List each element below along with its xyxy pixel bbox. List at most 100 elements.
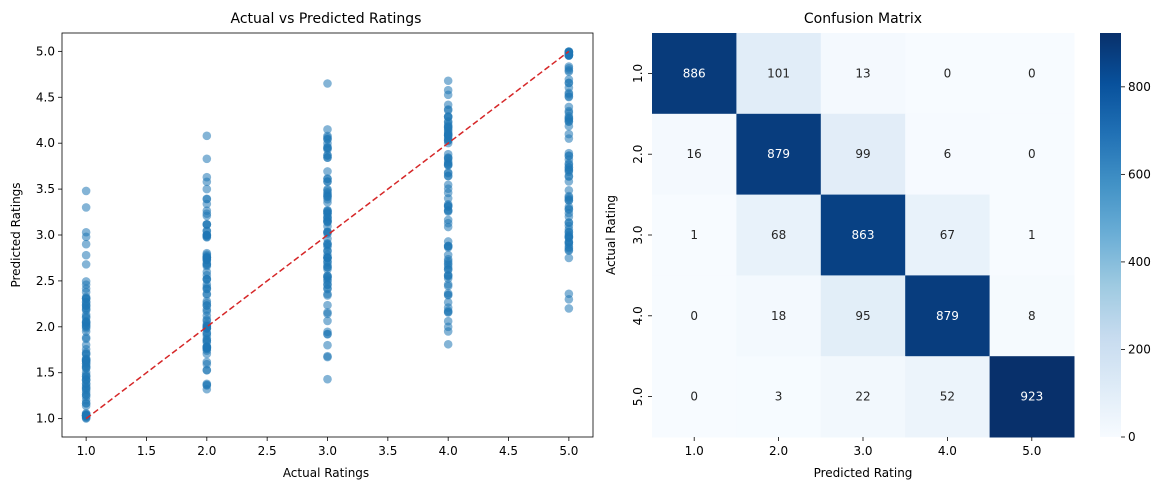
scatter-point [202, 301, 212, 310]
scatter-point [323, 188, 332, 197]
scatter-point [202, 284, 212, 294]
reference-line [85, 50, 570, 420]
scatter-point [202, 209, 212, 218]
scatter-panel: Actual vs Predicted Ratings 1.0 1.5 2.0 2.5… [9, 11, 594, 480]
scatter-point [564, 185, 574, 195]
scatter-point [81, 348, 91, 357]
heatmap-xtick-label: 5.0 [1022, 444, 1041, 458]
heatmap-ticks: 1.0 2.0 3.0 4.0 5.0 1.0 2.0 3.0 4.0 5.0 [631, 64, 1041, 458]
scatter-point [323, 340, 332, 350]
scatter-point [564, 194, 574, 204]
scatter-point [81, 260, 91, 269]
scatter-point [323, 374, 332, 384]
heatmap-ytick-label: 4.0 [631, 306, 645, 325]
colorbar-tick-label: 600 [1128, 167, 1151, 181]
colorbar-ticks: 0 200 400 600 800 [1121, 80, 1151, 444]
scatter-point [443, 159, 453, 168]
scatter-point [564, 92, 574, 102]
scatter-xtick-label: 2.5 [258, 444, 277, 458]
heatmap-cell-value: 13 [855, 66, 870, 80]
heatmap-cell [820, 275, 906, 357]
scatter-point [564, 162, 574, 172]
heatmap-cell [652, 33, 737, 115]
scatter-xtick-label: 3.5 [378, 444, 397, 458]
scatter-point [564, 108, 574, 117]
heatmap-cell [820, 356, 906, 438]
scatter-point [323, 264, 332, 274]
heatmap-cell [736, 356, 822, 438]
scatter-point [443, 180, 453, 190]
heatmap-cell [905, 33, 991, 115]
heatmap-ytick-label: 3.0 [631, 225, 645, 244]
scatter-point [443, 339, 453, 349]
scatter-point [564, 83, 574, 93]
scatter-point [564, 221, 574, 231]
scatter-point [202, 328, 212, 338]
heatmap-cell-value: 22 [855, 390, 870, 404]
scatter-point [81, 396, 91, 405]
colorbar-tick-label: 200 [1128, 342, 1151, 356]
scatter-ytick-label: 2.0 [36, 320, 55, 334]
colorbar-gradient [1100, 33, 1121, 437]
heatmap-cell [905, 113, 991, 196]
heatmap-cell [820, 33, 906, 115]
scatter-ytick-label: 1.5 [36, 366, 55, 380]
scatter-point [202, 184, 212, 194]
scatter-point [323, 256, 332, 266]
heatmap-cell-value: 99 [855, 147, 870, 161]
heatmap-cell-value: 6 [944, 147, 952, 161]
scatter-xlabel: Actual Ratings [283, 466, 369, 480]
scatter-point [564, 240, 574, 249]
heatmap-cell-value: 863 [852, 228, 875, 242]
scatter-point [202, 231, 212, 241]
scatter-point [202, 154, 212, 164]
scatter-point [443, 271, 453, 281]
scatter-point [443, 241, 453, 251]
scatter-point [564, 151, 574, 161]
scatter-point [323, 79, 332, 88]
scatter-point [323, 174, 332, 184]
scatter-points [81, 47, 574, 423]
scatter-ytick-label: 5.0 [36, 44, 55, 58]
scatter-xtick-label: 1.0 [77, 444, 96, 458]
scatter-point [443, 256, 453, 266]
scatter-point [564, 289, 574, 299]
heatmap-cell-value: 68 [771, 228, 786, 242]
heatmap-cell-value: 16 [687, 147, 702, 161]
scatter-point [202, 343, 212, 352]
scatter-point [443, 306, 453, 316]
heatmap-ytick-label: 1.0 [631, 64, 645, 83]
scatter-point [323, 300, 332, 310]
colorbar-tick-label: 400 [1128, 255, 1151, 269]
scatter-point [81, 250, 91, 260]
scatter-ytick-label: 4.0 [36, 136, 55, 150]
heatmap-cell [736, 113, 822, 196]
scatter-xtick-label: 5.0 [559, 444, 578, 458]
scatter-point [323, 272, 332, 282]
scatter-point [323, 352, 332, 362]
heatmap-cell [736, 275, 822, 357]
scatter-point [443, 129, 453, 139]
scatter-point [81, 186, 91, 196]
scatter-point [202, 359, 212, 369]
heatmap-xtick-label: 3.0 [853, 444, 872, 458]
heatmap-cell [905, 194, 991, 276]
scatter-ytick-label: 1.0 [36, 412, 55, 426]
scatter-point [81, 333, 91, 342]
heatmap-cell [736, 33, 822, 115]
scatter-xtick-label: 3.0 [318, 444, 337, 458]
scatter-point [81, 409, 91, 418]
heatmap-cell-value: 886 [683, 66, 706, 80]
scatter-point [564, 171, 574, 181]
heatmap-cell-value: 52 [940, 390, 955, 404]
heatmap-xtick-label: 1.0 [685, 444, 704, 458]
scatter-point [443, 90, 453, 100]
scatter-point [443, 112, 453, 121]
scatter-point [443, 149, 453, 159]
heatmap-cells: 886 101 13 0 0 16 879 99 6 0 1 68 863 67 1 0 18 95 879 8 0 3 2… [652, 33, 1075, 438]
scatter-point [81, 322, 91, 332]
heatmap-cell [652, 275, 737, 357]
scatter-point [443, 322, 453, 332]
heatmap-cell [652, 113, 737, 196]
heatmap-xtick-label: 2.0 [769, 444, 788, 458]
